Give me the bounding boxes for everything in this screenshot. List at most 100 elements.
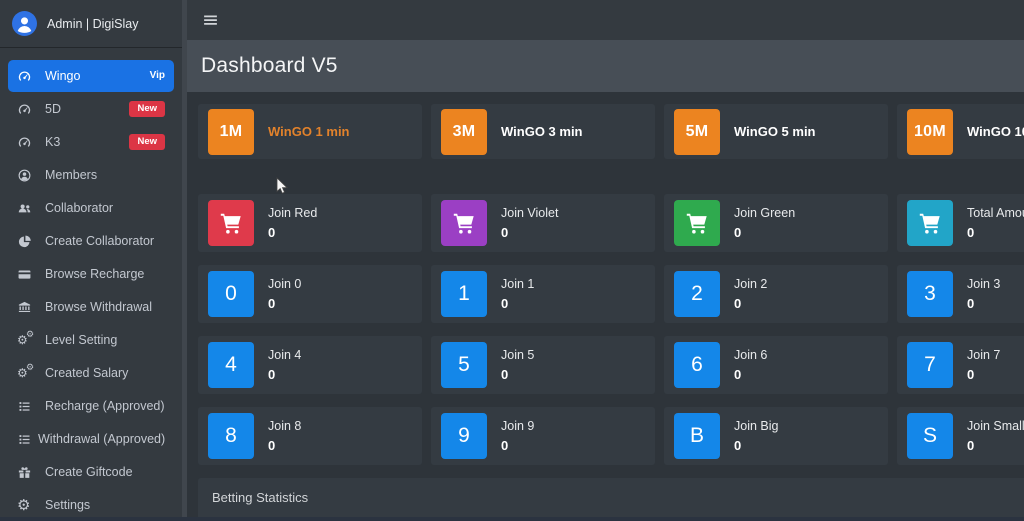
join-card-value: 0 bbox=[268, 225, 276, 240]
sidebar-item-5d[interactable]: 5D New bbox=[8, 93, 174, 125]
join-card-join-big[interactable]: B Join Big 0 bbox=[664, 407, 888, 465]
join-card-value: 0 bbox=[268, 296, 276, 311]
gauge-icon bbox=[17, 69, 39, 84]
sidebar-item-settings[interactable]: ⚙ Settings bbox=[8, 489, 174, 521]
credit-card-icon bbox=[17, 267, 39, 282]
bank-icon bbox=[17, 300, 39, 315]
sidebar-item-k3[interactable]: K3 New bbox=[8, 126, 174, 158]
join-card-label: Join 5 bbox=[501, 348, 535, 362]
join-card-join-9[interactable]: 9 Join 9 0 bbox=[431, 407, 655, 465]
sidebar-item-label: Collaborator bbox=[45, 201, 114, 215]
timer-tile: 5M bbox=[674, 108, 720, 155]
sidebar-item-recharge-approved[interactable]: Recharge (Approved) bbox=[8, 390, 174, 422]
join-tile: 2 bbox=[674, 271, 720, 317]
sidebar-item-label: Create Collaborator bbox=[45, 234, 155, 248]
timer-tile: 1M bbox=[208, 108, 254, 155]
join-tile: 5 bbox=[441, 342, 487, 388]
sidebar-item-label: Recharge (Approved) bbox=[45, 399, 165, 413]
join-cards-grid: Join Red 0 Join Violet 0 Join Green 0 To… bbox=[198, 194, 1024, 465]
join-card-join-1[interactable]: 1 Join 1 0 bbox=[431, 265, 655, 323]
join-tile: S bbox=[907, 413, 953, 459]
join-card-total-amount[interactable]: Total Amount 0 bbox=[897, 194, 1024, 252]
sidebar-item-created-salary[interactable]: ⚙ ⚙ Created Salary bbox=[8, 357, 174, 389]
join-card-value: 0 bbox=[967, 438, 975, 453]
join-tile: B bbox=[674, 413, 720, 459]
gift-icon bbox=[17, 465, 39, 480]
sidebar-item-label: Wingo bbox=[45, 69, 81, 83]
sidebar-item-badge: New bbox=[129, 134, 165, 150]
cogs-icon: ⚙ ⚙ bbox=[17, 329, 35, 347]
join-card-join-small[interactable]: S Join Small 0 bbox=[897, 407, 1024, 465]
join-card-join-2[interactable]: 2 Join 2 0 bbox=[664, 265, 888, 323]
join-card-join-8[interactable]: 8 Join 8 0 bbox=[198, 407, 422, 465]
join-cards-row: 0 Join 0 0 1 Join 1 0 2 Join 2 0 3 Join … bbox=[198, 265, 1024, 323]
timer-card-10m[interactable]: 10M WinGO 10 min bbox=[897, 104, 1024, 159]
join-tile: 3 bbox=[907, 271, 953, 317]
join-card-join-violet[interactable]: Join Violet 0 bbox=[431, 194, 655, 252]
join-card-label: Join Green bbox=[734, 206, 796, 220]
join-card-join-green[interactable]: Join Green 0 bbox=[664, 194, 888, 252]
join-card-join-3[interactable]: 3 Join 3 0 bbox=[897, 265, 1024, 323]
join-card-label: Join 4 bbox=[268, 348, 302, 362]
sidebar-item-members[interactable]: Members bbox=[8, 159, 174, 191]
join-card-value: 0 bbox=[268, 367, 276, 382]
timer-label: WinGO 10 min bbox=[967, 124, 1024, 139]
sidebar-item-collaborator[interactable]: Collaborator bbox=[8, 192, 174, 224]
join-card-join-0[interactable]: 0 Join 0 0 bbox=[198, 265, 422, 323]
sidebar-item-create-giftcode[interactable]: Create Giftcode bbox=[8, 456, 174, 488]
content-area: 1M WinGO 1 min 3M WinGO 3 min 5M WinGO 5… bbox=[187, 92, 1024, 521]
sidebar-item-label: Browse Recharge bbox=[45, 267, 145, 281]
join-tile: 7 bbox=[907, 342, 953, 388]
cart-icon bbox=[441, 200, 487, 246]
timer-card-5m[interactable]: 5M WinGO 5 min bbox=[664, 104, 888, 159]
join-card-label: Join 3 bbox=[967, 277, 1001, 291]
join-cards-row: Join Red 0 Join Violet 0 Join Green 0 To… bbox=[198, 194, 1024, 252]
gauge-icon bbox=[17, 135, 39, 150]
sidebar-item-wingo[interactable]: Wingo Vip bbox=[8, 60, 174, 92]
join-card-value: 0 bbox=[734, 438, 742, 453]
hamburger-icon[interactable] bbox=[202, 12, 219, 29]
sidebar-item-create-collaborator[interactable]: Create Collaborator bbox=[8, 225, 174, 257]
join-card-join-red[interactable]: Join Red 0 bbox=[198, 194, 422, 252]
cart-icon bbox=[674, 200, 720, 246]
timer-tile: 3M bbox=[441, 108, 487, 155]
join-card-value: 0 bbox=[734, 296, 742, 311]
join-card-join-4[interactable]: 4 Join 4 0 bbox=[198, 336, 422, 394]
join-card-label: Join Red bbox=[268, 206, 318, 220]
gauge-icon bbox=[17, 102, 39, 117]
join-card-value: 0 bbox=[967, 367, 975, 382]
join-tile: 4 bbox=[208, 342, 254, 388]
sidebar-item-badge: New bbox=[129, 101, 165, 117]
join-card-label: Join 2 bbox=[734, 277, 768, 291]
join-tile: 1 bbox=[441, 271, 487, 317]
sidebar-user-panel[interactable]: Admin | DigiSlay bbox=[0, 0, 182, 48]
cart-icon bbox=[208, 200, 254, 246]
sidebar-item-label: Create Giftcode bbox=[45, 465, 133, 479]
join-tile: 8 bbox=[208, 413, 254, 459]
join-card-value: 0 bbox=[501, 367, 509, 382]
join-card-join-5[interactable]: 5 Join 5 0 bbox=[431, 336, 655, 394]
join-card-label: Join 7 bbox=[967, 348, 1001, 362]
join-tile: 9 bbox=[441, 413, 487, 459]
join-tile: 0 bbox=[208, 271, 254, 317]
join-card-value: 0 bbox=[268, 438, 276, 453]
timer-card-3m[interactable]: 3M WinGO 3 min bbox=[431, 104, 655, 159]
join-cards-row: 8 Join 8 0 9 Join 9 0 B Join Big 0 S Joi… bbox=[198, 407, 1024, 465]
sidebar-item-withdrawal-approved[interactable]: Withdrawal (Approved) bbox=[8, 423, 174, 455]
join-card-label: Join 0 bbox=[268, 277, 302, 291]
sidebar-item-browse-withdrawal[interactable]: Browse Withdrawal bbox=[8, 291, 174, 323]
join-card-label: Join Small bbox=[967, 419, 1024, 433]
sidebar-item-label: 5D bbox=[45, 102, 61, 116]
sidebar-item-level-setting[interactable]: ⚙ ⚙ Level Setting bbox=[8, 324, 174, 356]
join-card-join-7[interactable]: 7 Join 7 0 bbox=[897, 336, 1024, 394]
join-card-label: Join 8 bbox=[268, 419, 302, 433]
join-card-join-6[interactable]: 6 Join 6 0 bbox=[664, 336, 888, 394]
sidebar-item-label: Browse Withdrawal bbox=[45, 300, 152, 314]
sidebar-item-browse-recharge[interactable]: Browse Recharge bbox=[8, 258, 174, 290]
join-card-label: Join 6 bbox=[734, 348, 768, 362]
join-card-label: Join Big bbox=[734, 419, 779, 433]
join-card-label: Join Violet bbox=[501, 206, 559, 220]
join-card-label: Total Amount bbox=[967, 206, 1024, 220]
betting-statistics-card: Betting Statistics bbox=[198, 478, 1024, 521]
timer-card-1m[interactable]: 1M WinGO 1 min bbox=[198, 104, 422, 159]
